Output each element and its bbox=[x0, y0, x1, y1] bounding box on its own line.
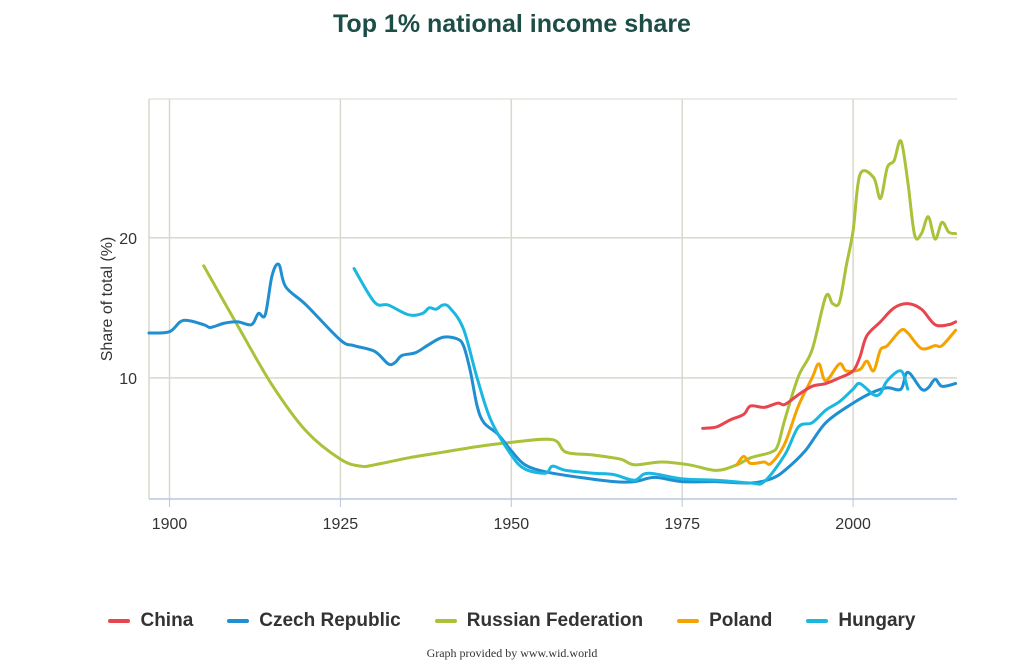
x-tick-label: 1900 bbox=[152, 516, 188, 533]
series-line-china bbox=[701, 302, 958, 430]
legend-label: Russian Federation bbox=[466, 610, 644, 631]
legend-label: Hungary bbox=[838, 610, 916, 631]
y-tick-label: 20 bbox=[119, 231, 137, 248]
x-tick-label: 1975 bbox=[664, 516, 700, 533]
series-line-poland bbox=[735, 327, 958, 467]
series-line-czech-republic bbox=[147, 262, 958, 485]
series-line-russian-federation bbox=[202, 139, 958, 472]
legend-swatch bbox=[677, 619, 700, 623]
legend-swatch bbox=[108, 619, 131, 623]
legend-label: China bbox=[140, 610, 194, 631]
y-tick-label: 10 bbox=[119, 371, 137, 388]
chart-title: Top 1% national income share bbox=[333, 10, 691, 38]
legend-swatch bbox=[227, 619, 250, 623]
credit-text: Graph provided by www.wid.world bbox=[426, 646, 598, 660]
legend-label: Czech Republic bbox=[259, 610, 401, 631]
y-axis-label: Share of total (%) bbox=[99, 237, 116, 362]
legend-item-russian-federation[interactable]: Russian Federation bbox=[434, 610, 644, 632]
legend-item-hungary[interactable]: Hungary bbox=[806, 610, 916, 632]
legend: China Czech Republic Russian Federation Pol… bbox=[0, 610, 1024, 632]
legend-label: Poland bbox=[709, 610, 773, 631]
legend-item-china[interactable]: China bbox=[108, 610, 193, 632]
series-line-hungary bbox=[352, 267, 910, 486]
legend-swatch bbox=[806, 619, 829, 623]
legend-item-poland[interactable]: Poland bbox=[677, 610, 772, 632]
x-tick-label: 1950 bbox=[494, 516, 530, 533]
legend-swatch bbox=[434, 619, 457, 623]
x-tick-label: 2000 bbox=[835, 516, 871, 533]
x-tick-label: 1925 bbox=[323, 516, 359, 533]
legend-item-czech-republic[interactable]: Czech Republic bbox=[227, 610, 401, 632]
